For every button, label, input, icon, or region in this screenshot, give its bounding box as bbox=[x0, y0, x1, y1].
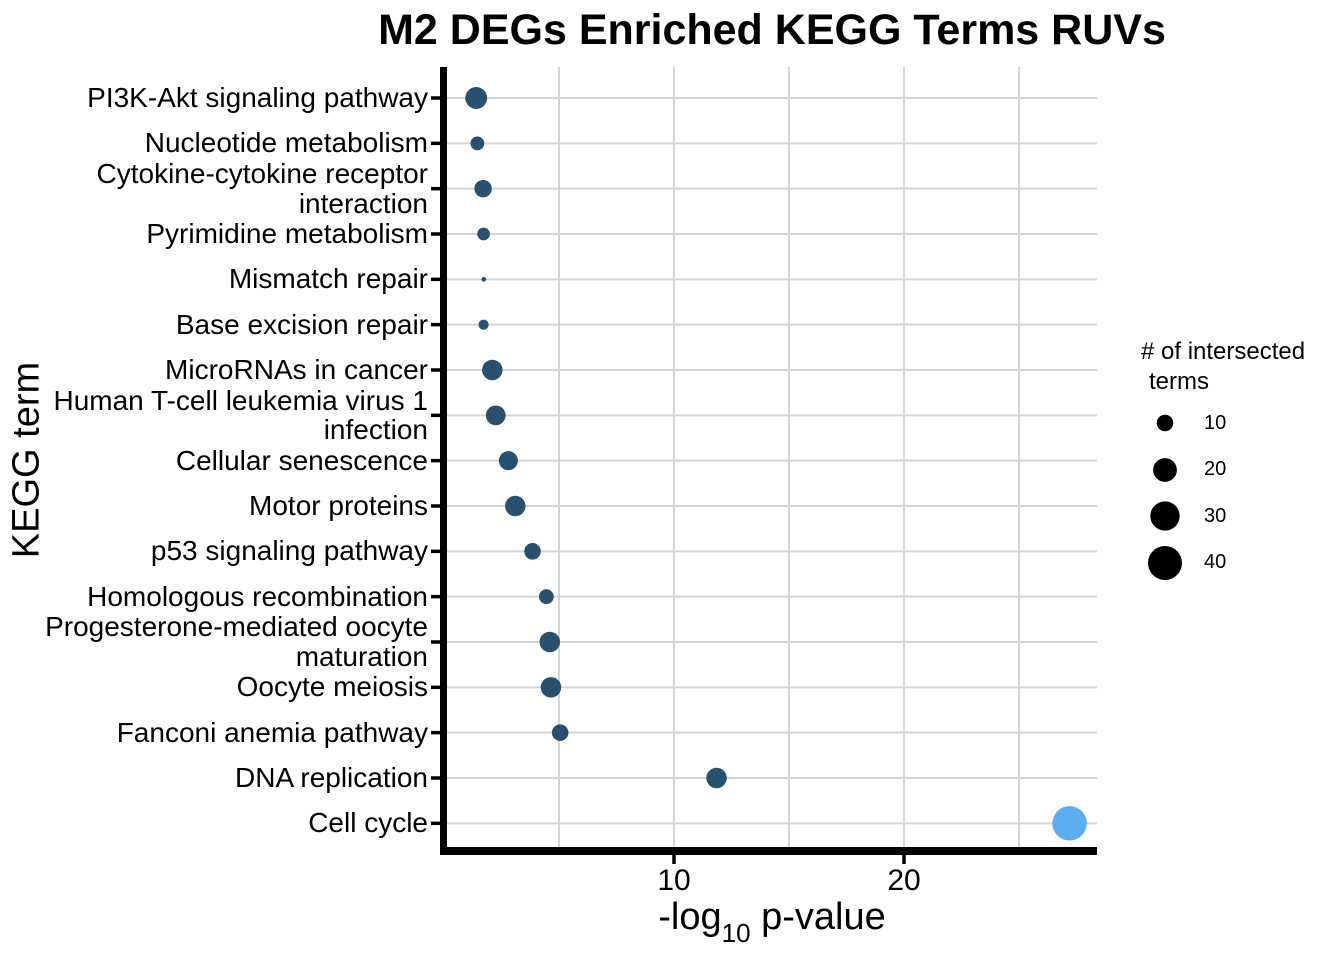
y-tick-mark bbox=[431, 232, 440, 236]
y-axis-category-label: Motor proteins bbox=[249, 490, 428, 522]
legend-label: 30 bbox=[1204, 504, 1227, 527]
y-axis-category-label: DNA replication bbox=[235, 762, 428, 794]
x-axis-tick-label: 20 bbox=[887, 864, 921, 897]
x-axis-line bbox=[440, 847, 1097, 855]
data-point bbox=[551, 724, 569, 741]
x-axis-title-base: -log bbox=[658, 896, 722, 938]
y-axis-category-label: Base excision repair bbox=[175, 308, 428, 340]
legend-dot-circle bbox=[1148, 545, 1182, 580]
y-axis-category-label: MicroRNAs in cancer bbox=[165, 354, 428, 386]
legend-title-line2: terms bbox=[1149, 368, 1209, 395]
y-tick-mark bbox=[431, 685, 440, 690]
legend-title: # of intersected terms bbox=[1141, 337, 1305, 397]
legend-dot bbox=[1148, 545, 1182, 580]
legend-dot-circle bbox=[1153, 457, 1177, 482]
x-tick-mark bbox=[902, 855, 906, 864]
y-tick-mark bbox=[431, 730, 440, 735]
data-point bbox=[465, 87, 488, 109]
x-axis-title-sub: 10 bbox=[721, 918, 751, 949]
x-tick-mark bbox=[672, 855, 676, 864]
x-axis-title-rest: p-value bbox=[750, 896, 886, 938]
data-point bbox=[505, 495, 526, 517]
y-axis-category-label: Human T-cell leukemia virus 1 infection bbox=[53, 384, 428, 446]
legend-title-line1: # of intersected bbox=[1141, 338, 1306, 365]
x-axis-title: -log10 p-value bbox=[658, 896, 886, 949]
y-tick-mark bbox=[431, 368, 440, 372]
data-point bbox=[474, 179, 492, 198]
y-tick-mark bbox=[431, 640, 440, 644]
data-point bbox=[485, 405, 506, 426]
data-point bbox=[540, 677, 562, 698]
y-axis-category-label: Cytokine-cytokine receptor interaction bbox=[96, 157, 428, 219]
legend-item: 30 bbox=[1138, 493, 1226, 539]
data-point bbox=[538, 589, 554, 605]
chart-title: M2 DEGs Enriched KEGG Terms RUVs bbox=[378, 6, 1166, 54]
y-axis-category-label: Cell cycle bbox=[308, 807, 428, 839]
legend-dot-circle bbox=[1156, 415, 1174, 432]
legend-dot bbox=[1153, 457, 1177, 482]
y-tick-mark bbox=[431, 413, 440, 418]
y-tick-mark bbox=[431, 821, 440, 826]
y-axis-category-label: Oocyte meiosis bbox=[236, 671, 428, 703]
y-tick-mark bbox=[431, 594, 440, 599]
data-point bbox=[470, 136, 485, 151]
data-point bbox=[498, 451, 518, 471]
legend-item: 40 bbox=[1138, 540, 1226, 586]
y-tick-mark bbox=[431, 776, 440, 780]
data-point bbox=[706, 767, 727, 789]
y-axis-category-label: Pyrimidine metabolism bbox=[146, 218, 428, 250]
y-axis-category-label: Nucleotide metabolism bbox=[144, 127, 428, 159]
legend-label: 40 bbox=[1204, 551, 1227, 573]
y-axis-line bbox=[440, 67, 447, 855]
data-point bbox=[478, 319, 489, 330]
y-axis-category-label: Homologous recombination bbox=[87, 580, 428, 612]
data-point bbox=[1052, 806, 1087, 841]
data-point bbox=[539, 631, 561, 653]
y-axis-category-label: Cellular senescence bbox=[175, 444, 428, 476]
y-axis-category-label: Progesterone-mediated oocyte maturation bbox=[45, 611, 428, 672]
x-axis-tick-label: 10 bbox=[657, 864, 691, 897]
data-point bbox=[524, 543, 541, 560]
y-axis-category-label: Fanconi anemia pathway bbox=[116, 716, 428, 748]
data-point bbox=[477, 227, 490, 241]
y-tick-mark bbox=[431, 504, 440, 508]
y-tick-mark bbox=[431, 277, 440, 282]
legend-item: 10 bbox=[1138, 400, 1226, 446]
y-tick-mark bbox=[431, 549, 440, 554]
legend-label: 20 bbox=[1204, 458, 1227, 481]
y-tick-mark bbox=[431, 96, 440, 100]
y-tick-mark bbox=[431, 458, 440, 463]
y-axis-category-label: PI3K-Akt signaling pathway bbox=[87, 82, 428, 114]
legend-dot-circle bbox=[1150, 501, 1180, 531]
legend-item: 20 bbox=[1138, 447, 1226, 493]
legend-label: 10 bbox=[1204, 411, 1227, 434]
data-point bbox=[481, 276, 487, 282]
y-tick-mark bbox=[431, 186, 440, 191]
legend-dot bbox=[1156, 415, 1174, 432]
legend-dot bbox=[1150, 501, 1180, 531]
y-tick-mark bbox=[431, 141, 440, 146]
data-point bbox=[482, 359, 503, 381]
y-axis-category-label: Mismatch repair bbox=[228, 263, 428, 295]
y-tick-mark bbox=[431, 322, 440, 327]
y-axis-category-label: p53 signaling pathway bbox=[150, 535, 428, 567]
